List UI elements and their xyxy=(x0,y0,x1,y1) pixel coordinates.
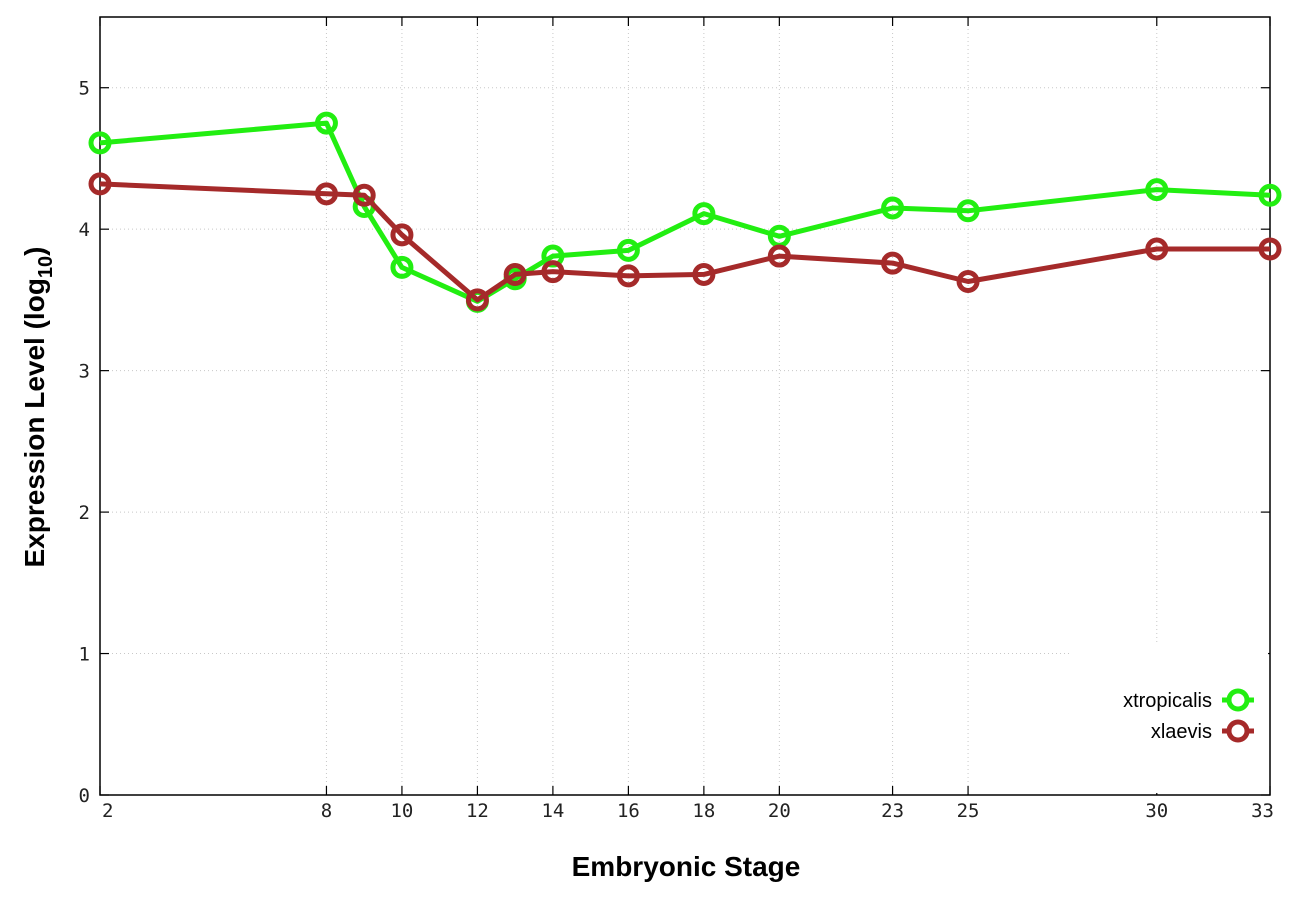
x-tick-label: 2 xyxy=(102,800,113,822)
legend-background xyxy=(1072,643,1268,793)
data-point-xtropicalis xyxy=(881,196,905,220)
data-point-xtropicalis xyxy=(956,199,980,223)
data-point-xlaevis xyxy=(616,264,640,288)
data-point-xtropicalis xyxy=(314,111,338,135)
data-point-xtropicalis xyxy=(1258,183,1282,207)
plot-area-border xyxy=(99,16,1271,796)
data-point-xtropicalis xyxy=(88,131,112,155)
data-point-xtropicalis xyxy=(390,255,414,279)
y-tick-label: 2 xyxy=(79,502,90,524)
series-line-xtropicalis xyxy=(99,120,1271,304)
series-xlaevis xyxy=(88,172,1282,312)
y-tick-label: 4 xyxy=(79,219,90,241)
y-tick-label: 3 xyxy=(79,361,90,383)
data-point-xtropicalis xyxy=(692,202,716,226)
data-point-xlaevis xyxy=(1145,237,1169,261)
data-point-xlaevis xyxy=(314,182,338,206)
x-tick-label: 12 xyxy=(466,800,489,822)
data-point-xlaevis xyxy=(692,262,716,286)
series-xtropicalis xyxy=(88,111,1282,313)
data-point-xlaevis xyxy=(465,288,489,312)
data-point-xtropicalis xyxy=(616,238,640,262)
x-tick-label: 23 xyxy=(881,800,904,822)
data-point-xlaevis xyxy=(1258,237,1282,261)
data-point-xlaevis xyxy=(541,260,565,284)
data-point-xlaevis xyxy=(88,172,112,196)
series-line-xlaevis xyxy=(99,181,1270,303)
data-point-xlaevis xyxy=(767,244,791,268)
x-tick-label: 16 xyxy=(617,800,640,822)
y-axis-title-close: ) xyxy=(19,247,50,256)
y-axis-title: Expression Level (log10) xyxy=(19,247,57,568)
data-point-xlaevis xyxy=(503,262,527,286)
y-tick-label: 0 xyxy=(79,785,90,807)
y-axis-title-main: Expression Level (log xyxy=(19,278,50,567)
data-point-xtropicalis xyxy=(1145,178,1169,202)
x-tick-label: 25 xyxy=(957,800,980,822)
y-tick-label: 5 xyxy=(79,78,90,100)
y-axis-title-subscript: 10 xyxy=(35,256,57,278)
data-point-xlaevis xyxy=(956,270,980,294)
x-tick-label: 33 xyxy=(1251,800,1274,822)
grid-lines xyxy=(100,17,1270,795)
y-tick-label: 1 xyxy=(79,644,90,666)
x-tick-label: 14 xyxy=(541,800,564,822)
legend-marker-xtropicalis xyxy=(1226,688,1250,712)
x-tick-label: 20 xyxy=(768,800,791,822)
x-tick-label: 10 xyxy=(390,800,413,822)
data-point-xlaevis xyxy=(881,251,905,275)
x-tick-label: 8 xyxy=(321,800,332,822)
data-series xyxy=(88,111,1282,313)
x-axis-title: Embryonic Stage xyxy=(572,851,801,882)
legend-label-xlaevis: xlaevis xyxy=(1151,721,1212,743)
legend-marker-xlaevis xyxy=(1226,719,1250,743)
data-point-xlaevis xyxy=(352,183,376,207)
legend-label-xtropicalis: xtropicalis xyxy=(1123,690,1212,712)
x-tick-label: 30 xyxy=(1145,800,1168,822)
x-tick-label: 18 xyxy=(692,800,715,822)
data-point-xlaevis xyxy=(390,223,414,247)
legend: xtropicalis xlaevis xyxy=(1072,643,1268,793)
